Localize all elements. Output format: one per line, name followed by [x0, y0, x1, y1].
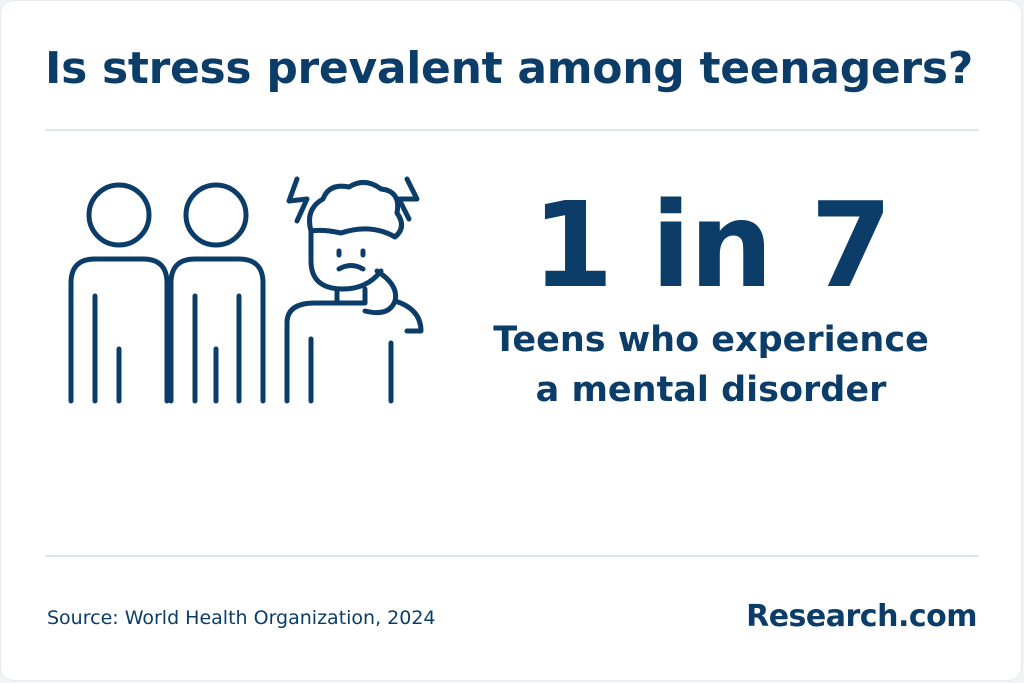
stressed-teen-figure-icon: [284, 180, 424, 404]
stressed-teen-group-icon: [68, 176, 424, 404]
top-divider: [45, 129, 979, 131]
page-title: Is stress prevalent among teenagers?: [45, 43, 973, 94]
source-citation: Source: World Health Organization, 2024: [47, 607, 436, 629]
teen-figure-left-icon: [68, 182, 170, 404]
stress-lightning-icon: [286, 176, 420, 224]
stat-value: 1 in 7: [531, 176, 893, 314]
stat-block: 1 in 7 Teens who experience a mental dis…: [481, 179, 941, 415]
teen-figure-middle-icon: [168, 182, 266, 404]
bottom-divider: [45, 555, 979, 557]
stat-caption: Teens who experience a mental disorder: [493, 320, 929, 410]
brand-logo-text: Research.com: [746, 599, 977, 634]
